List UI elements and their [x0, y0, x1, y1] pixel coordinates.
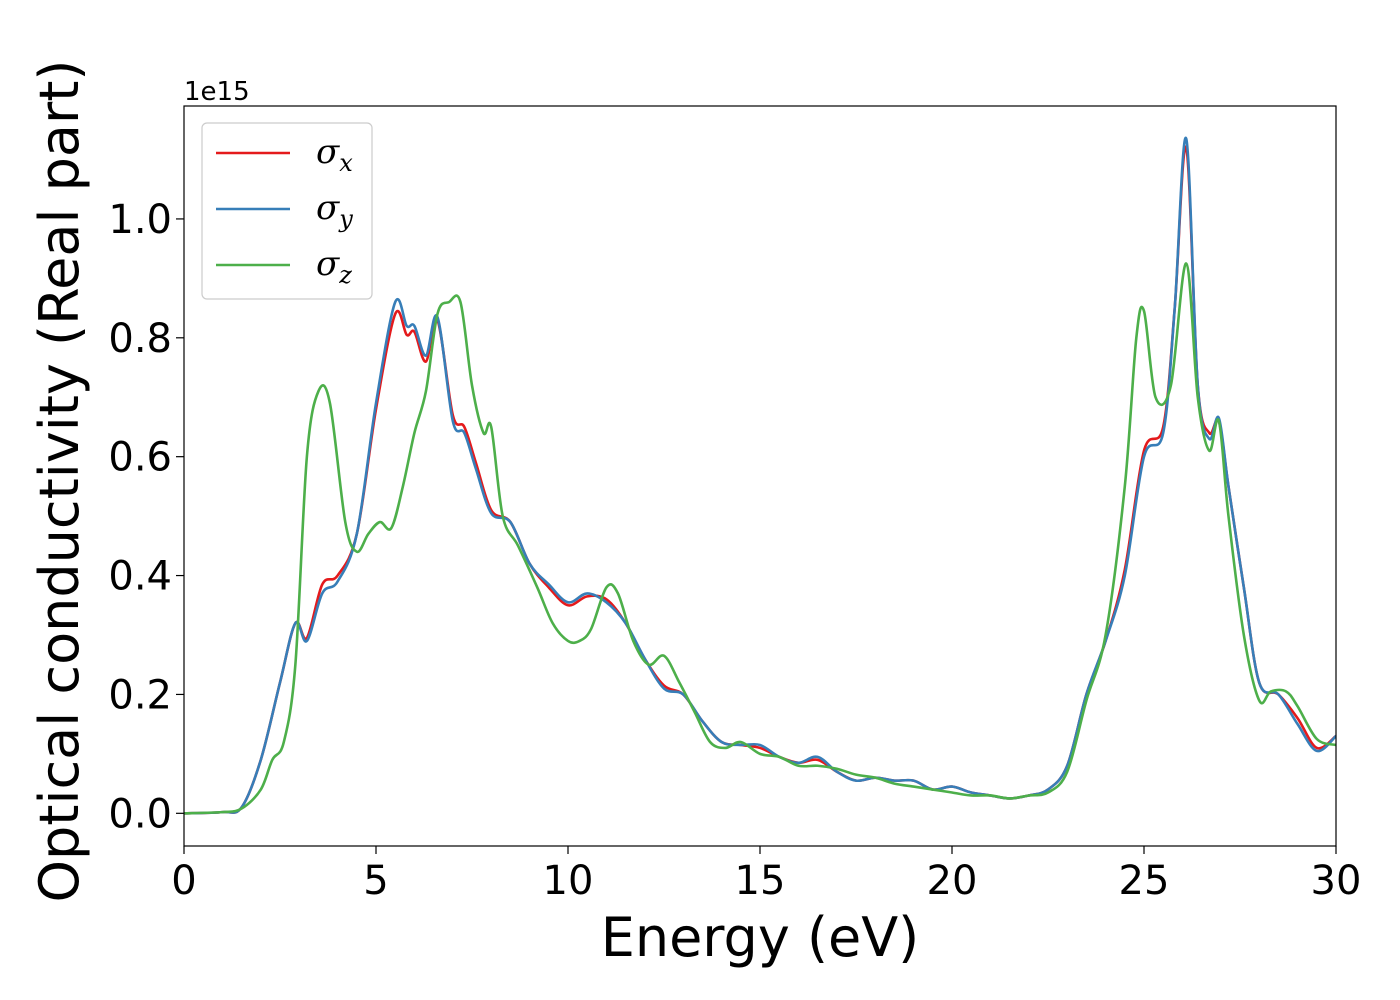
x-tick-label: 20 [927, 858, 978, 904]
y-tick-label: 0.0 [108, 791, 172, 837]
x-tick-label: 10 [543, 858, 594, 904]
legend-label: σz [316, 244, 352, 289]
series-layer [184, 136, 1336, 815]
legend: σx σy σz [201, 122, 373, 300]
series-line-sigma-z [184, 262, 1336, 815]
y-tick-label: 0.2 [108, 672, 172, 718]
x-tick-label: 30 [1311, 858, 1362, 904]
y-tick-label: 0.4 [108, 554, 172, 600]
y-tick-label: 0.6 [108, 435, 172, 481]
legend-box [201, 122, 373, 300]
x-tick-label: 5 [363, 858, 388, 904]
x-tick-label: 15 [735, 858, 786, 904]
legend-item-sigma-x: σx [216, 132, 353, 177]
legend-item-sigma-z: σz [216, 244, 352, 289]
legend-item-sigma-y: σy [216, 188, 353, 233]
x-axis-title: Energy (eV) [601, 906, 920, 969]
y-tick-label: 1.0 [108, 197, 172, 243]
y-axis: 0.0 0.2 0.4 0.6 0.8 1.0 [108, 197, 184, 837]
y-axis-title: Optical conductivity (Real part) [28, 60, 91, 903]
x-axis: 0 5 10 15 20 25 30 [171, 846, 1361, 904]
legend-label: σy [316, 188, 353, 233]
x-tick-label: 0 [171, 858, 196, 904]
y-tick-label: 0.8 [108, 316, 172, 362]
x-tick-label: 25 [1119, 858, 1170, 904]
y-offset-label: 1e15 [184, 77, 250, 107]
legend-label: σx [316, 132, 353, 177]
